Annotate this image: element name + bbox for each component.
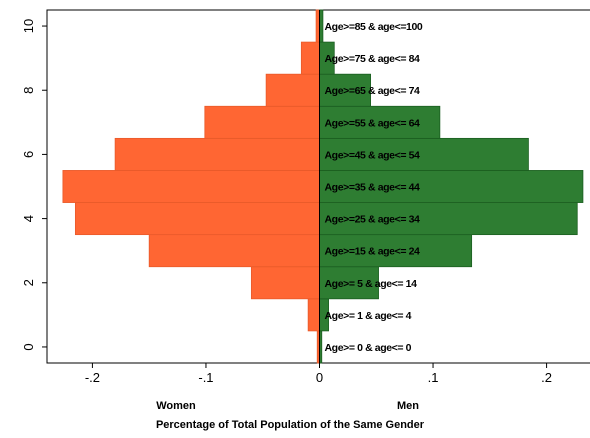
- women-bar-10: [315, 9, 320, 43]
- y-tick-label: 4: [21, 215, 36, 222]
- age-group-label: Age>=85 & age<=100: [325, 21, 423, 33]
- x-tick-label: -.2: [85, 370, 100, 385]
- women-bar-7: [204, 105, 320, 139]
- age-group-label: Age>= 1 & age<= 4: [325, 310, 412, 322]
- women-side-label: Women: [156, 400, 196, 412]
- bars-group: [62, 9, 584, 364]
- men-bar-7: [319, 105, 441, 139]
- men-bar-6: [319, 137, 529, 171]
- women-bar-5: [62, 170, 320, 203]
- age-group-label: Age>=15 & age<= 24: [325, 246, 421, 258]
- women-bar-9: [300, 41, 320, 75]
- x-tick-label: 0: [316, 370, 323, 385]
- y-tick-label: 2: [21, 279, 36, 286]
- women-bar-6: [114, 137, 320, 171]
- age-group-label: Age>= 0 & age<= 0: [325, 342, 412, 354]
- age-group-label: Age>= 5 & age<= 14: [325, 278, 418, 290]
- bar-labels-group: Age>= 0 & age<= 0 Age>= 1 & age<= 4 Age>= …: [325, 21, 424, 354]
- women-bar-1: [307, 298, 320, 332]
- x-tick-label: -.1: [198, 370, 213, 385]
- x-axis: -.2 -.1 0 .1 .2: [85, 363, 552, 385]
- age-group-label: Age>=35 & age<= 44: [325, 182, 421, 194]
- men-bar-2: [319, 266, 379, 300]
- men-bar-10: [319, 9, 324, 43]
- women-bar-3: [148, 234, 320, 268]
- men-bar-8: [319, 73, 371, 107]
- y-tick-label: 6: [21, 151, 36, 158]
- age-group-label: Age>=75 & age<= 84: [325, 53, 421, 65]
- women-bar-8: [265, 73, 320, 107]
- y-tick-label: 0: [21, 343, 36, 350]
- age-group-label: Age>=65 & age<= 74: [325, 85, 421, 97]
- women-bar-2: [250, 266, 320, 300]
- age-group-label: Age>=45 & age<= 54: [325, 149, 421, 161]
- x-tick-label: .1: [428, 370, 439, 385]
- age-group-label: Age>=25 & age<= 34: [325, 214, 421, 226]
- y-tick-label: 10: [21, 19, 36, 33]
- x-axis-title: Percentage of Total Population of the Sa…: [156, 419, 425, 431]
- x-tick-label: .2: [541, 370, 552, 385]
- age-group-label: Age>=55 & age<= 64: [325, 117, 421, 129]
- women-bar-4: [74, 202, 320, 236]
- men-side-label: Men: [397, 400, 419, 412]
- y-tick-label: 8: [21, 87, 36, 94]
- y-axis: 0 2 4 6 8 10: [21, 19, 47, 351]
- men-bar-4: [319, 202, 578, 236]
